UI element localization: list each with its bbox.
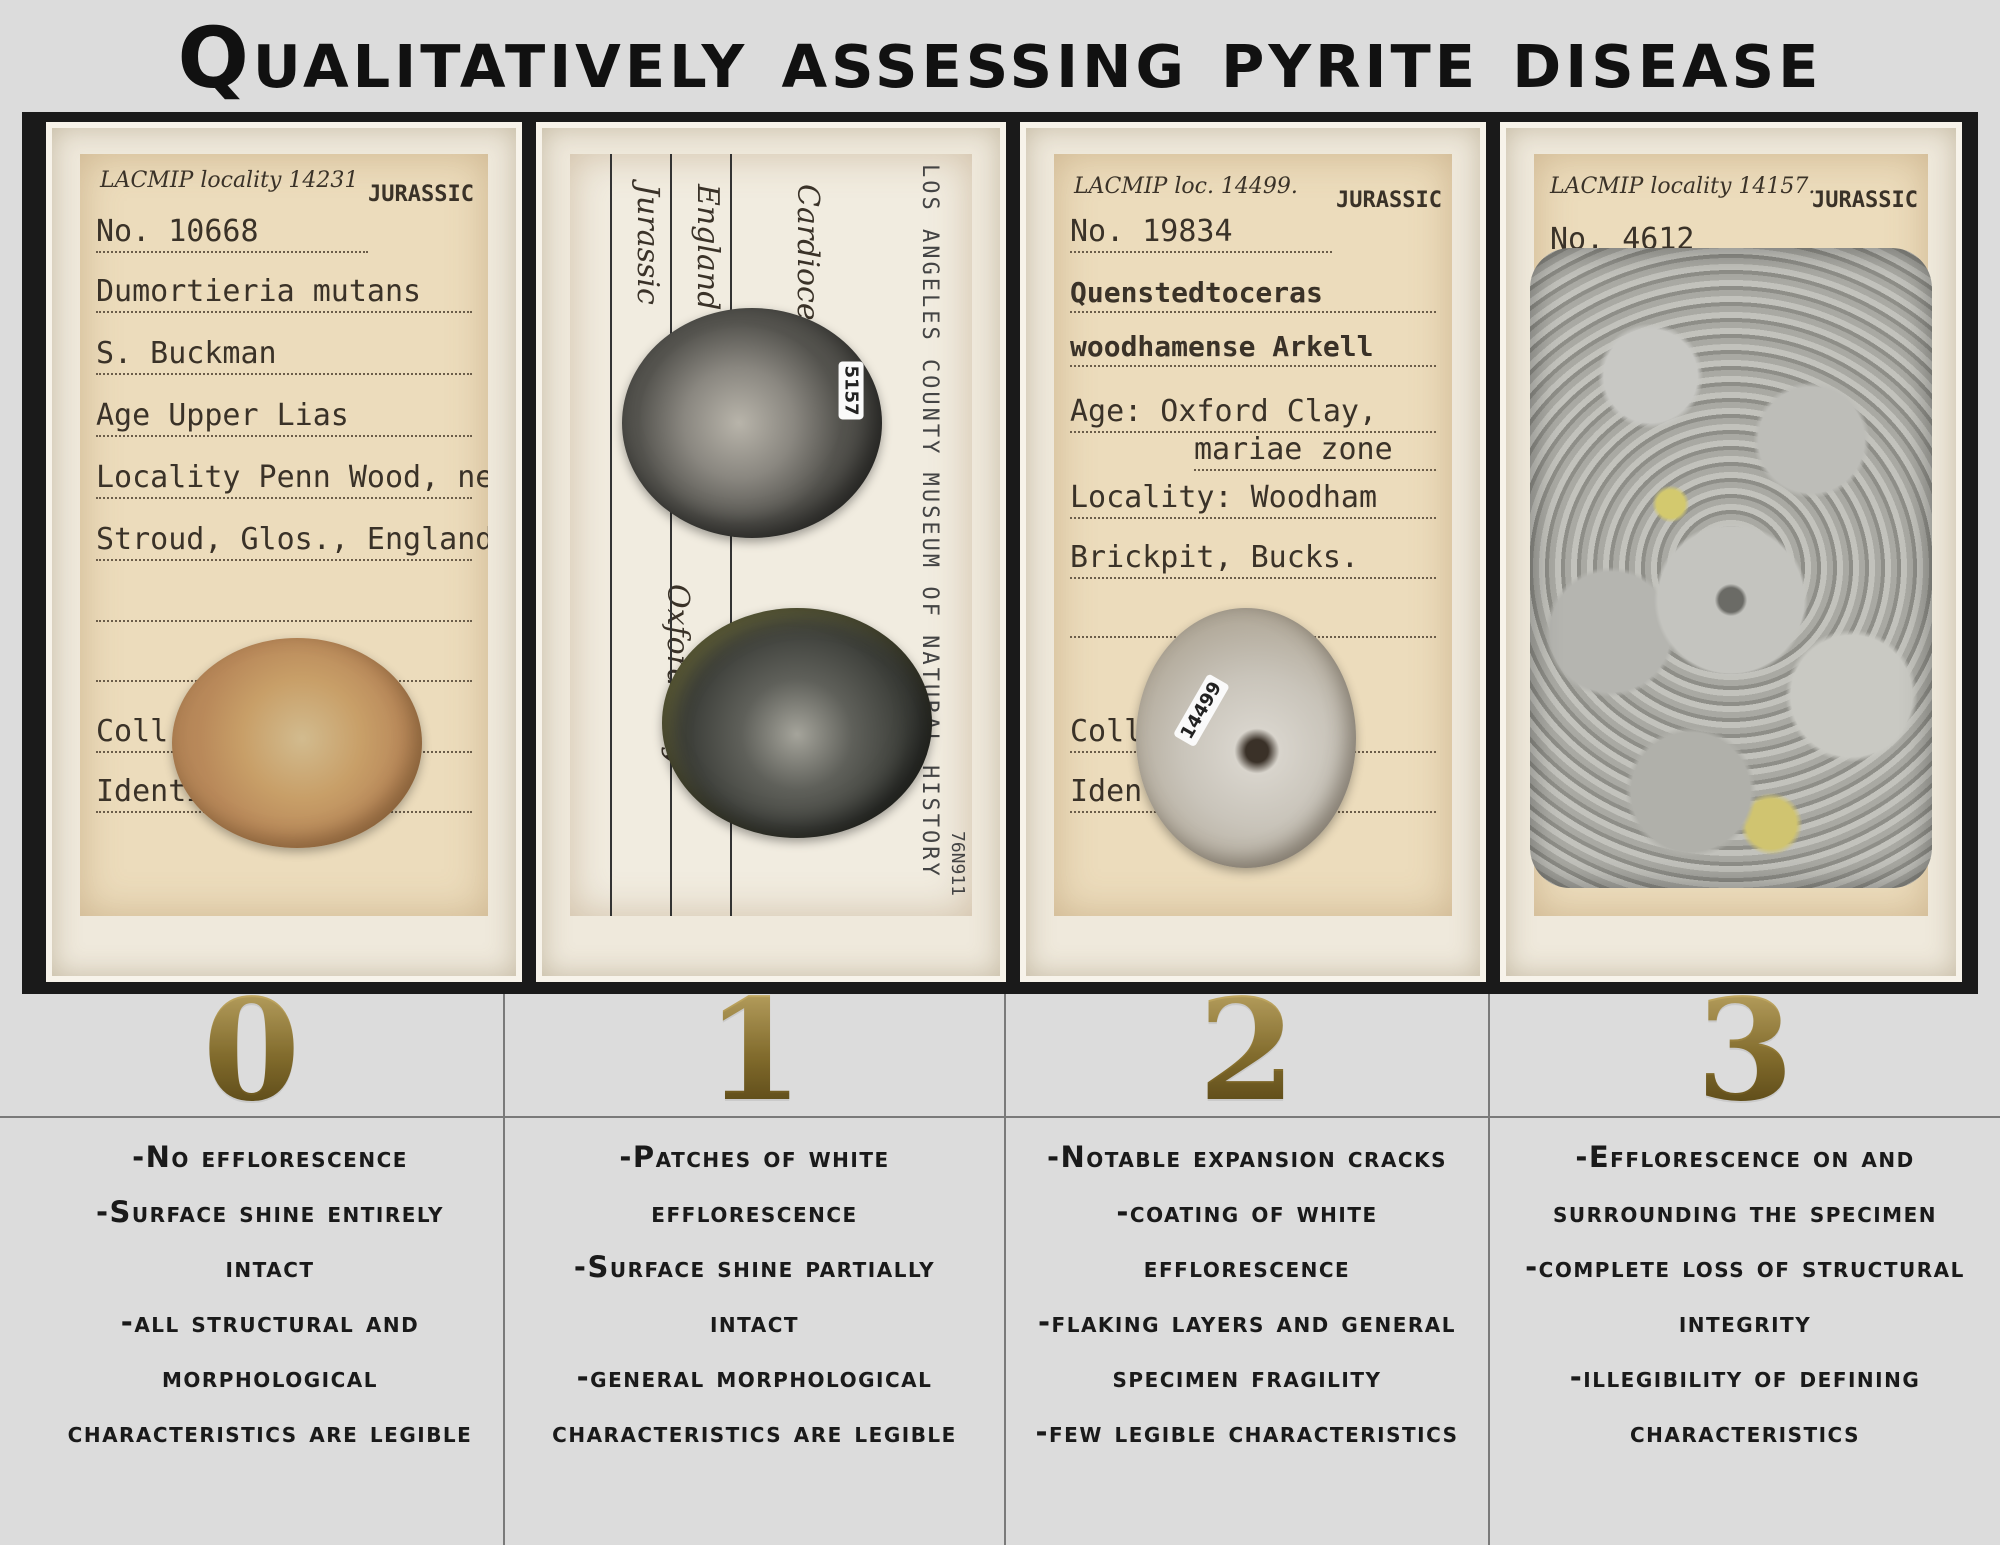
description-line: integrity bbox=[1678, 1305, 1812, 1339]
card-hand-line: England bbox=[690, 184, 725, 311]
description-line: -flaking layers and general bbox=[1038, 1305, 1456, 1339]
specimen-box-2: LACMIP loc. 14499. JURASSIC No. 19834 Qu… bbox=[1020, 122, 1486, 982]
grade-description-1: -Patches of white efflorescence -Surface… bbox=[505, 1130, 1004, 1460]
description-line: efflorescence bbox=[651, 1195, 858, 1229]
description-line: -Notable expansion cracks bbox=[1046, 1140, 1448, 1174]
card-period: JURASSIC bbox=[368, 182, 474, 207]
description-line: characteristics bbox=[1629, 1415, 1861, 1449]
grade-number-2: 2 bbox=[1006, 981, 1488, 1121]
specimen-box-1: LOS ANGELES COUNTY MUSEUM OF NATURAL HIS… bbox=[536, 122, 1006, 982]
description-line: -complete loss of structural bbox=[1525, 1250, 1965, 1284]
grade-description-3: -Efflorescence on and surrounding the sp… bbox=[1490, 1130, 2000, 1460]
card-line: mariae zone bbox=[1194, 432, 1436, 471]
description-line: -Patches of white bbox=[619, 1140, 890, 1174]
description-line: -No efflorescence bbox=[132, 1140, 408, 1174]
header-divider bbox=[0, 1116, 2000, 1118]
page-title: Qualitatively assessing pyrite disease bbox=[177, 9, 1823, 107]
card-rule bbox=[670, 154, 672, 916]
description-line: -Surface shine entirely bbox=[95, 1195, 445, 1229]
description-line: characteristics are legible bbox=[67, 1415, 473, 1449]
crumbled-specimen bbox=[1530, 248, 1932, 888]
specimen-box-0: LACMIP locality 14231 JURASSIC No. 10668… bbox=[46, 122, 522, 982]
description-line: -illegibility of defining bbox=[1569, 1360, 1921, 1394]
specimen-label-card-0: LACMIP locality 14231 JURASSIC No. 10668… bbox=[80, 154, 488, 916]
card-line: Brickpit, Bucks. bbox=[1070, 540, 1436, 579]
card-line bbox=[96, 584, 472, 622]
card-period: JURASSIC bbox=[1336, 188, 1442, 213]
description-line: efflorescence bbox=[1143, 1250, 1351, 1284]
grade-description-0: -No efflorescence -Surface shine entirel… bbox=[0, 1130, 540, 1460]
description-line: morphological bbox=[162, 1360, 378, 1394]
card-header-vertical: LOS ANGELES COUNTY MUSEUM OF NATURAL HIS… bbox=[917, 164, 942, 879]
description-line: -few legible characteristics bbox=[1035, 1415, 1459, 1449]
description-line: characteristics are legible bbox=[552, 1415, 957, 1449]
ammonite-fossil bbox=[172, 638, 422, 848]
card-line: Age Upper Lias bbox=[96, 398, 472, 437]
card-line: Locality: Woodham bbox=[1070, 480, 1436, 519]
card-line: Age: Oxford Clay, bbox=[1070, 394, 1436, 433]
card-number: No. 10668 bbox=[96, 214, 368, 253]
grade-description-2: -Notable expansion cracks -coating of wh… bbox=[1006, 1130, 1488, 1460]
card-line: woodhamense Arkell bbox=[1070, 330, 1436, 367]
specimen-box-3: LACMIP locality 14157. JURASSIC No. 4612 bbox=[1500, 122, 1962, 982]
card-number: No. 19834 bbox=[1070, 214, 1332, 253]
card-line: Dumortieria mutans bbox=[96, 274, 472, 313]
ammonite-fossil bbox=[622, 308, 882, 538]
description-line: intact bbox=[709, 1305, 800, 1339]
description-line: -general morphological bbox=[576, 1360, 933, 1394]
description-line: -all structural and bbox=[120, 1305, 420, 1339]
card-line: Quenstedtoceras bbox=[1070, 276, 1436, 313]
grade-number-0: 0 bbox=[0, 981, 503, 1121]
description-line: specimen fragility bbox=[1112, 1360, 1382, 1394]
card-line: S. Buckman bbox=[96, 336, 472, 375]
card-hand-line: Jurassic bbox=[630, 184, 665, 305]
card-header: LACMIP loc. 14499. bbox=[1074, 174, 1298, 199]
ammonite-fossil bbox=[662, 608, 932, 838]
card-code: 76N911 bbox=[947, 830, 968, 896]
ammonite-fossil bbox=[1136, 608, 1356, 868]
specimen-sticker: 5157 bbox=[838, 361, 864, 420]
description-line: -Efflorescence on and bbox=[1575, 1140, 1915, 1174]
card-line: Stroud, Glos., England bbox=[96, 522, 488, 561]
specimen-photo-strip: LACMIP locality 14231 JURASSIC No. 10668… bbox=[22, 112, 1978, 994]
card-line: Locality Penn Wood, near bbox=[96, 460, 488, 499]
column-divider bbox=[503, 994, 505, 1545]
column-divider bbox=[1004, 994, 1006, 1545]
grade-number-1: 1 bbox=[505, 981, 1004, 1121]
card-header: LACMIP locality 14157. bbox=[1550, 174, 1816, 199]
description-line: intact bbox=[225, 1250, 315, 1284]
card-period: JURASSIC bbox=[1812, 188, 1918, 213]
card-rule bbox=[610, 154, 612, 916]
description-line: surrounding the specimen bbox=[1552, 1195, 1937, 1229]
description-line: -Surface shine partially bbox=[573, 1250, 936, 1284]
grade-number-3: 3 bbox=[1490, 981, 2000, 1121]
column-divider bbox=[1488, 994, 1490, 1545]
card-header: LACMIP locality 14231 bbox=[100, 168, 359, 193]
description-line: -coating of white bbox=[1116, 1195, 1378, 1229]
